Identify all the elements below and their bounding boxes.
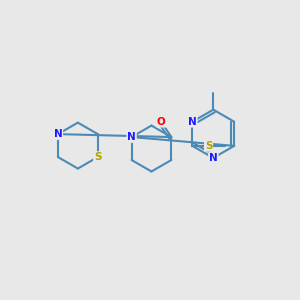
- Text: N: N: [188, 117, 197, 127]
- Text: N: N: [127, 132, 136, 142]
- Text: O: O: [157, 117, 165, 127]
- Text: S: S: [94, 152, 101, 162]
- Text: S: S: [205, 141, 212, 151]
- Text: N: N: [209, 153, 218, 163]
- Text: N: N: [54, 129, 62, 139]
